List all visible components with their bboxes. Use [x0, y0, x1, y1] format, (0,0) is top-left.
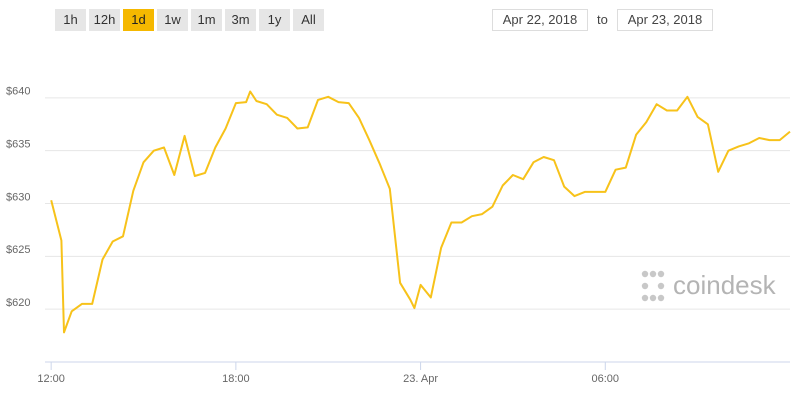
y-tick-label: $630	[6, 191, 30, 203]
y-tick-label: $640	[6, 86, 30, 98]
y-tick-label: $625	[6, 244, 30, 256]
date-to[interactable]: Apr 23, 2018	[617, 9, 713, 31]
range-button[interactable]: 12h	[89, 9, 120, 31]
range-button[interactable]: 1h	[55, 9, 86, 31]
watermark: coindesk	[673, 270, 777, 300]
y-tick-label: $620	[6, 297, 30, 309]
to-label: to	[597, 12, 608, 27]
range-button[interactable]: 1m	[191, 9, 222, 31]
x-tick-label: 12:00	[37, 373, 65, 385]
x-tick-label: 18:00	[222, 373, 250, 385]
range-buttons: 1h 12h 1d 1w 1m 3m 1y All	[55, 9, 324, 31]
range-button[interactable]: 3m	[225, 9, 256, 31]
y-tick-label: $635	[6, 139, 30, 151]
range-button[interactable]: All	[293, 9, 324, 31]
x-tick-label: 06:00	[592, 373, 620, 385]
watermark-icon	[641, 270, 665, 302]
range-button[interactable]: 1y	[259, 9, 290, 31]
date-from[interactable]: Apr 22, 2018	[492, 9, 588, 31]
price-line	[50, 90, 791, 334]
range-button[interactable]: 1d	[123, 9, 154, 31]
x-tick-label: 23. Apr	[403, 373, 438, 385]
range-button[interactable]: 1w	[157, 9, 188, 31]
